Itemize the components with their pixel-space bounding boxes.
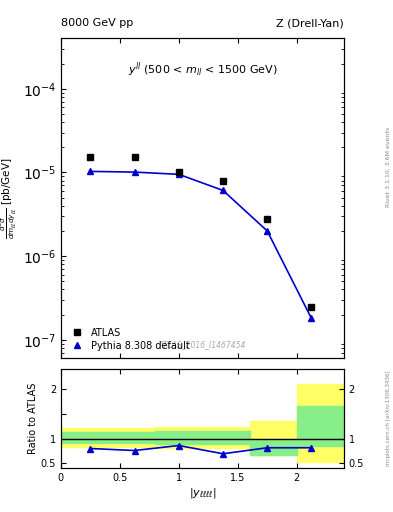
Pythia 8.308 default: [309, 315, 314, 322]
Pythia 8.308 default: [221, 187, 226, 194]
Y-axis label: $\frac{d^2\sigma}{dm_{\ell\ell}dy_{\ell\ell}}$ [pb/GeV]: $\frac{d^2\sigma}{dm_{\ell\ell}dy_{\ell\…: [0, 158, 18, 239]
Pythia 8.308 default: [132, 169, 137, 175]
Line: Pythia 8.308 default: Pythia 8.308 default: [88, 168, 314, 321]
Text: mcplots.cern.ch [arXiv:1306.3436]: mcplots.cern.ch [arXiv:1306.3436]: [386, 371, 391, 466]
Text: 8000 GeV pp: 8000 GeV pp: [61, 18, 133, 28]
ATLAS: [88, 154, 93, 160]
ATLAS: [265, 216, 270, 222]
Text: Rivet 3.1.10, 3.6M events: Rivet 3.1.10, 3.6M events: [386, 126, 391, 206]
Y-axis label: Ratio to ATLAS: Ratio to ATLAS: [28, 383, 38, 454]
Pythia 8.308 default: [88, 168, 93, 175]
ATLAS: [221, 178, 226, 184]
Text: Z (Drell-Yan): Z (Drell-Yan): [276, 18, 344, 28]
Text: ATLAS_2016_I1467454: ATLAS_2016_I1467454: [159, 340, 246, 349]
ATLAS: [132, 154, 137, 160]
Text: $y^{ll}$ (500 < $m_{ll}$ < 1500 GeV): $y^{ll}$ (500 < $m_{ll}$ < 1500 GeV): [128, 61, 277, 79]
Pythia 8.308 default: [176, 171, 181, 177]
Line: ATLAS: ATLAS: [87, 153, 315, 310]
ATLAS: [309, 304, 314, 310]
Pythia 8.308 default: [265, 228, 270, 234]
Legend: ATLAS, Pythia 8.308 default: ATLAS, Pythia 8.308 default: [66, 325, 193, 354]
ATLAS: [176, 168, 181, 175]
X-axis label: $|y_{\ell\ell\ell\ell}|$: $|y_{\ell\ell\ell\ell}|$: [189, 486, 216, 500]
